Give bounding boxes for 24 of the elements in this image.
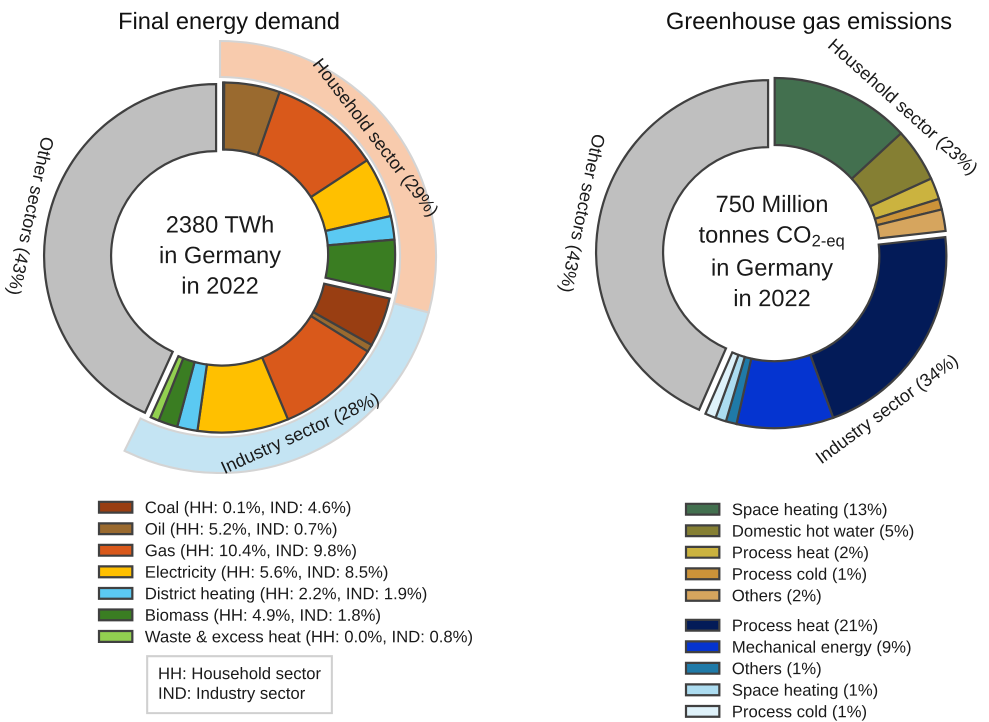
legend-label: Domestic hot water (5%) — [733, 524, 914, 540]
legend-label: Oil (HH: 5.2%, IND: 0.7%) — [146, 522, 336, 538]
legend-label: Mechanical energy (9%) — [733, 640, 911, 656]
legend-label: Space heating (1%) — [732, 684, 878, 700]
slice-label: Other sectors (43%) — [4, 136, 55, 296]
text: 2380 TWh in Germany in 2022 — [160, 215, 281, 294]
legend-label: Biomass (HH: 4.9%, IND: 1.8%) — [146, 608, 380, 624]
legend-label: Electricity (HH: 5.6%, IND: 8.5%) — [146, 566, 388, 582]
legend-label: Gas (HH: 10.4%, IND: 9.8%) — [146, 544, 356, 560]
legend-label: Process heat (21%) — [733, 619, 878, 635]
legend-label: Process cold (1%) — [733, 705, 866, 721]
legend-label: District heating (HH: 2.2%, IND: 1.9%) — [146, 587, 426, 603]
text: HH: Household sector IND: Industry sector — [159, 667, 321, 702]
legend-label: Others (2%) — [732, 589, 821, 605]
text: 750 Million tonnes CO$_{2‐eq}$ in Germany in 2022 — [698, 194, 844, 306]
legend-label: Process heat (2%) — [733, 546, 868, 562]
slice-label: Other sectors (43%) — [556, 133, 606, 293]
legend-label: Others (1%) — [732, 662, 821, 678]
legend-label: Space heating (13%) — [732, 503, 886, 519]
legend-label: Coal (HH: 0.1%, IND: 4.6%) — [146, 501, 350, 517]
legend-label: Process cold (1%) — [733, 568, 866, 584]
legend-label: Waste & excess heat (HH: 0.0%, IND: 0.8%) — [144, 630, 472, 646]
chart-title: Final energy demand — [120, 12, 338, 34]
chart-title: Greenhouse gas emissions — [667, 12, 952, 34]
